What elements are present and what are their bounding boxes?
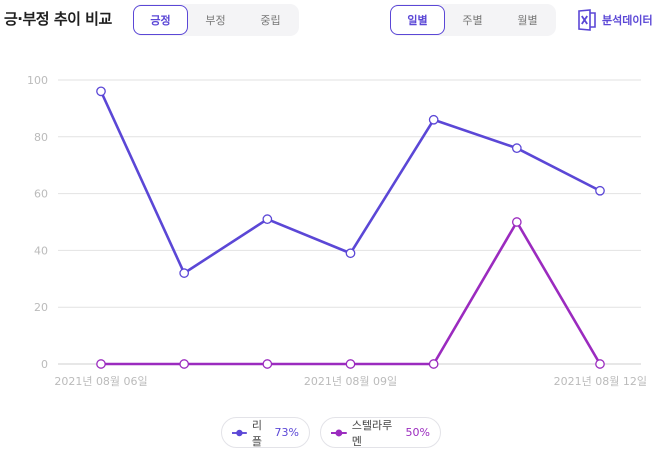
- data-point[interactable]: [511, 143, 522, 154]
- legend-item-series-2[interactable]: 스텔라루멘 50%: [320, 417, 441, 448]
- export-data-button[interactable]: 분석데이터: [577, 9, 653, 31]
- data-point[interactable]: [345, 248, 356, 259]
- x-tick-label: 2021년 08월 06일: [54, 374, 147, 388]
- data-point[interactable]: [262, 359, 273, 369]
- y-tick-label: 100: [27, 74, 48, 87]
- tab-neutral[interactable]: 중립: [260, 14, 281, 27]
- y-tick-label: 80: [34, 131, 48, 144]
- y-tick-label: 40: [34, 244, 48, 257]
- series-line-1: [99, 90, 602, 275]
- legend-share: 73%: [274, 426, 299, 439]
- y-tick-label: 0: [41, 358, 48, 371]
- data-point[interactable]: [428, 359, 439, 369]
- data-point[interactable]: [595, 359, 605, 369]
- x-tick-label: 2021년 08월 09일: [304, 374, 397, 388]
- legend-share: 50%: [405, 426, 430, 439]
- legend-item-series-1[interactable]: 리플 73%: [221, 417, 310, 448]
- line-chart: 0 20 40 60 80 100 2021년 08월 06일 2021년 08월 09일 20…: [27, 74, 647, 388]
- data-point[interactable]: [179, 359, 190, 369]
- tab-weekly[interactable]: 주별: [462, 14, 483, 27]
- series-points: [96, 86, 605, 369]
- axis-labels: 0 20 40 60 80 100 2021년 08월 06일 2021년 08월 09일 20…: [27, 74, 647, 388]
- x-tick-label: 2021년 08월 12일: [554, 374, 647, 388]
- y-tick-label: 60: [34, 188, 48, 201]
- excel-icon: [578, 9, 596, 31]
- legend-marker-icon: [331, 429, 347, 436]
- legend-label: 리플: [251, 418, 262, 448]
- data-point[interactable]: [96, 86, 106, 97]
- legend-label: 스텔라루멘: [351, 418, 393, 448]
- period-toggle: 일별 주별 월별: [390, 4, 556, 36]
- tab-daily[interactable]: 일별: [390, 5, 445, 35]
- data-point[interactable]: [345, 359, 356, 369]
- grid: [58, 79, 641, 365]
- data-point[interactable]: [595, 185, 605, 196]
- data-point[interactable]: [179, 268, 190, 278]
- sentiment-toggle: 긍정 부정 중립: [133, 4, 299, 36]
- tab-negative[interactable]: 부정: [205, 14, 226, 27]
- tab-positive[interactable]: 긍정: [133, 5, 188, 35]
- series-lines: [99, 90, 602, 366]
- data-point[interactable]: [96, 359, 106, 369]
- data-point[interactable]: [262, 214, 273, 225]
- series-line-2: [99, 220, 602, 366]
- data-point[interactable]: [511, 217, 522, 227]
- tab-monthly[interactable]: 월별: [517, 14, 538, 27]
- legend-marker-icon: [232, 429, 247, 436]
- chart-title: 긍·부정 추이 비교: [4, 10, 112, 28]
- y-tick-label: 20: [34, 301, 48, 314]
- data-point[interactable]: [428, 114, 439, 125]
- export-label: 분석데이터: [602, 14, 653, 27]
